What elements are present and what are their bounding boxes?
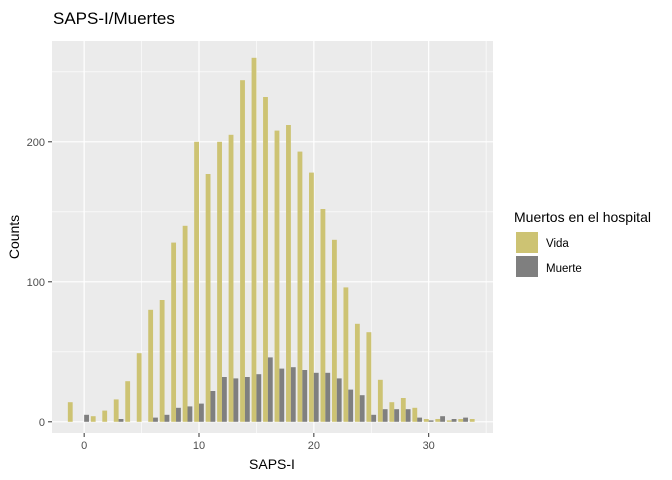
bar-muerte	[394, 409, 400, 422]
bar-muerte	[325, 372, 331, 422]
legend: Muertos en el hospital Vida Muerte	[514, 209, 651, 277]
bars	[67, 57, 475, 422]
legend-label-muerte: Muerte	[546, 263, 582, 275]
bar-vida	[102, 410, 108, 422]
bar-vida	[67, 402, 73, 422]
bar-muerte	[233, 378, 239, 422]
bar-vida	[458, 419, 464, 422]
legend-key-muerte	[516, 256, 538, 277]
bar-muerte	[118, 419, 124, 422]
bar-vida	[136, 353, 142, 422]
bar-muerte	[451, 419, 457, 422]
bar-muerte	[84, 414, 89, 422]
y-tick-label: 100	[27, 277, 45, 289]
bar-vida	[286, 125, 291, 422]
bar-muerte	[187, 406, 193, 422]
bar-muerte	[382, 409, 388, 422]
bar-muerte	[199, 403, 204, 422]
bar-muerte	[221, 377, 227, 422]
x-axis: 0 10 20 30	[81, 433, 435, 452]
bar-vida	[366, 332, 372, 422]
bar-muerte	[244, 377, 250, 422]
bar-vida	[469, 419, 475, 422]
bar-vida	[331, 239, 337, 422]
bar-vida	[90, 416, 96, 422]
bar-muerte	[405, 409, 411, 422]
bar-vida	[217, 141, 222, 422]
y-axis: 0 100 200	[27, 137, 52, 429]
x-tick-label: 10	[193, 440, 205, 452]
bar-vida	[389, 402, 395, 422]
bar-muerte	[267, 357, 273, 422]
bar-vida	[412, 407, 418, 422]
bar-vida	[240, 80, 245, 422]
bar-vida	[354, 323, 360, 422]
bar-muerte	[279, 368, 285, 422]
bar-vida	[309, 172, 314, 422]
bar-vida	[125, 381, 131, 422]
bar-muerte	[348, 389, 354, 422]
y-tick-label: 200	[27, 137, 45, 149]
x-tick-label: 30	[423, 440, 435, 452]
bar-muerte	[153, 417, 158, 422]
bar-vida	[205, 174, 211, 422]
bar-muerte	[313, 372, 319, 422]
bar-muerte	[210, 391, 216, 422]
x-axis-title: SAPS-I	[249, 456, 295, 472]
bar-muerte	[417, 417, 423, 422]
bar-vida	[148, 309, 154, 422]
bar-vida	[377, 379, 383, 422]
bar-vida	[435, 419, 441, 422]
x-tick-label: 20	[308, 440, 320, 452]
y-axis-title: Counts	[6, 215, 22, 259]
bar-vida	[446, 420, 452, 422]
bar-vida	[113, 399, 119, 422]
bar-muerte	[440, 416, 445, 422]
legend-label-vida: Vida	[546, 238, 569, 250]
bar-vida	[423, 419, 429, 422]
x-tick-label: 0	[81, 440, 87, 452]
bar-vida	[182, 225, 188, 422]
bar-vida	[171, 242, 177, 422]
bar-vida	[159, 300, 165, 422]
bar-muerte	[336, 378, 342, 422]
legend-title: Muertos en el hospital	[514, 209, 651, 225]
bar-muerte	[428, 420, 434, 422]
bar-vida	[274, 130, 280, 422]
bar-vida	[194, 141, 199, 422]
bar-vida	[251, 57, 257, 422]
chart-title: SAPS-I/Muertes	[53, 9, 175, 28]
bar-muerte	[359, 395, 365, 422]
bar-vida	[228, 134, 234, 422]
y-tick-label: 0	[39, 417, 45, 429]
bar-muerte	[256, 374, 262, 422]
bar-vida	[263, 97, 268, 422]
bar-muerte	[371, 414, 377, 422]
bar-muerte	[302, 370, 308, 422]
bar-muerte	[164, 414, 170, 422]
legend-key-vida	[516, 232, 538, 253]
bar-vida	[297, 151, 303, 422]
bar-vida	[400, 398, 406, 422]
bar-muerte	[176, 407, 181, 422]
bar-muerte	[290, 367, 296, 422]
bar-vida	[320, 209, 326, 422]
bar-muerte	[463, 417, 468, 422]
bar-vida	[343, 287, 349, 422]
